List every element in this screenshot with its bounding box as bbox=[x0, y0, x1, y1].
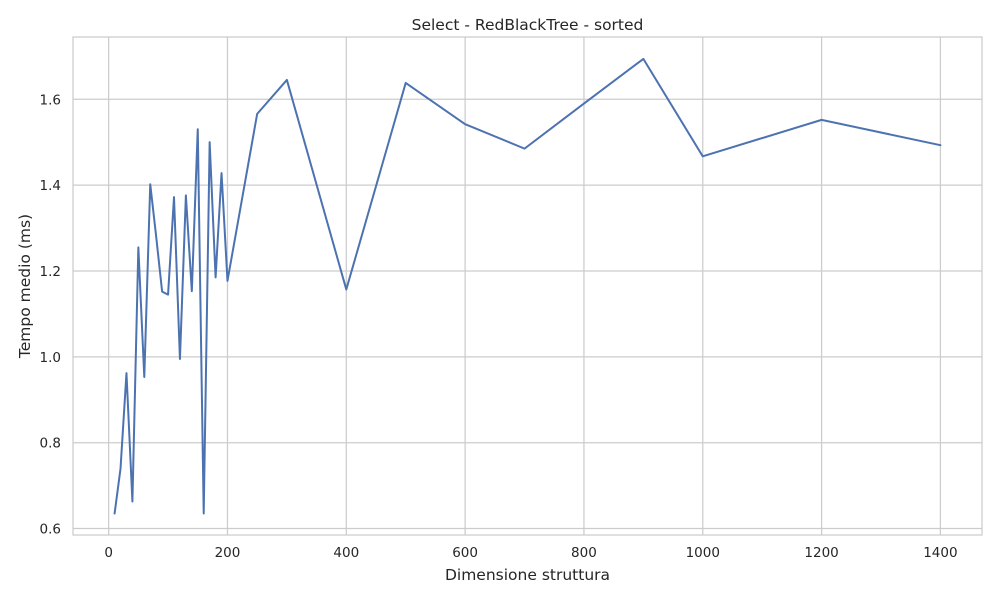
x-axis-label: Dimensione struttura bbox=[445, 566, 610, 584]
x-tick-label: 1400 bbox=[923, 545, 957, 561]
x-tick-label: 200 bbox=[215, 545, 241, 561]
x-tick-label: 400 bbox=[333, 545, 359, 561]
y-tick-label: 1.6 bbox=[40, 92, 61, 108]
y-axis-label: Tempo medio (ms) bbox=[16, 214, 34, 359]
y-tick-label: 0.8 bbox=[40, 436, 61, 452]
y-tick-label: 0.6 bbox=[40, 522, 61, 538]
y-tick-labels: 0.6 0.8 1.0 1.2 1.4 1.6 bbox=[40, 92, 61, 537]
chart-title: Select - RedBlackTree - sorted bbox=[412, 16, 644, 34]
plot-frame bbox=[72, 36, 983, 536]
series-layer bbox=[113, 57, 942, 515]
series-line bbox=[113, 57, 942, 515]
x-tick-label: 600 bbox=[452, 545, 478, 561]
y-tick-label: 1.4 bbox=[40, 178, 61, 194]
x-tick-label: 1000 bbox=[686, 545, 720, 561]
x-tick-label: 800 bbox=[571, 545, 597, 561]
grid-lines bbox=[73, 37, 982, 535]
y-tick-label: 1.0 bbox=[40, 350, 61, 366]
x-tick-labels: 0 200 400 600 800 1000 1200 1400 bbox=[104, 545, 957, 561]
x-tick-label: 0 bbox=[104, 545, 113, 561]
x-tick-label: 1200 bbox=[804, 545, 838, 561]
y-tick-label: 1.2 bbox=[40, 264, 61, 280]
